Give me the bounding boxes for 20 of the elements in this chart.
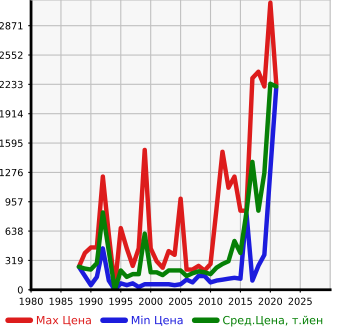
y-tick-label: 0 [18, 286, 23, 294]
x-tick-label: 2015 [228, 298, 252, 305]
legend-label: Max Цена [36, 316, 91, 326]
y-tick-label: 319 [6, 256, 23, 264]
y-tick-label: 1276 [0, 168, 23, 176]
x-tick-label: 2010 [198, 298, 222, 305]
x-tick-label: 1990 [80, 298, 103, 305]
x-tick-label: 1980 [20, 298, 43, 305]
x-tick-label: 1995 [109, 298, 132, 305]
legend-label: Сред.Цена, т.йен [223, 316, 322, 326]
y-tick-label: 1914 [0, 110, 23, 118]
x-tick-label: 2020 [258, 298, 282, 305]
x-tick-label: 2005 [168, 298, 192, 305]
legend-label: Min Цена [132, 316, 183, 326]
x-tick-label: 1985 [50, 298, 72, 305]
y-tick-label: 1595 [0, 140, 23, 147]
x-tick-label: 2025 [288, 298, 312, 305]
y-tick-label: 638 [6, 228, 23, 235]
x-tick-label: 2000 [139, 298, 162, 305]
y-tick-label: 957 [5, 198, 23, 206]
